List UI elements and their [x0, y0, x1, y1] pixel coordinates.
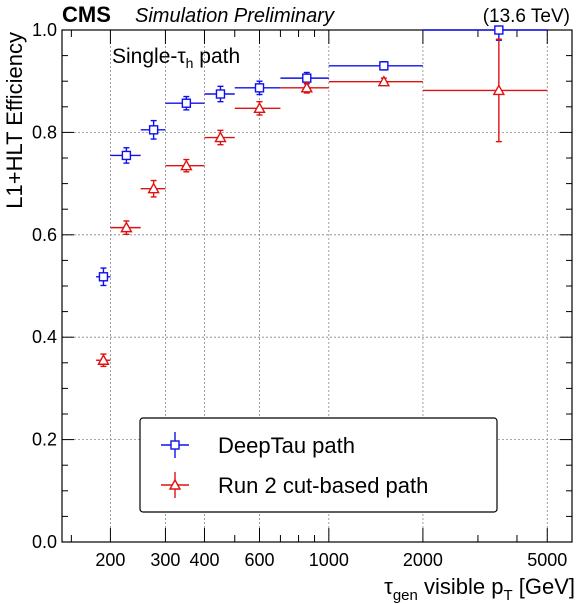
x-tick-label: 2000: [403, 550, 443, 570]
legend-symbol: [168, 478, 182, 490]
legend: DeepTau path Run 2 cut-based path: [139, 417, 498, 513]
x-tick-label: 200: [95, 550, 125, 570]
legend-deeptau-label: DeepTau path: [218, 433, 355, 458]
square-marker: [98, 272, 109, 282]
axis-ticks: 0.0 0.2 0.4 0.6 0.8 1.0 200 300 400 600 1000 2000 50…: [32, 20, 572, 570]
x-axis-label: τgen visible pT [GeV]: [384, 574, 575, 604]
legend-marker-deeptau: [161, 432, 189, 458]
square-marker: [254, 83, 265, 93]
triangle-marker: [377, 75, 391, 87]
legend-run2-label: Run 2 cut-based path: [218, 473, 428, 498]
simulation-status: Simulation Preliminary: [135, 5, 335, 27]
square-marker: [215, 89, 226, 99]
triangle-marker: [492, 83, 506, 96]
series-run2-cut-based: [96, 38, 548, 368]
y-tick-label: 1.0: [32, 20, 57, 40]
triangle-marker: [147, 182, 160, 194]
cms-label: CMS: [62, 2, 111, 27]
energy-label: (13.6 TeV): [483, 6, 570, 27]
data-points: [96, 25, 548, 368]
x-tick-label: 400: [189, 550, 219, 570]
y-tick-label: 0.6: [32, 225, 57, 245]
x-tick-label: 600: [244, 550, 274, 570]
triangle-marker: [97, 353, 110, 365]
x-tick-label: 1000: [309, 550, 349, 570]
y-tick-label: 0.0: [32, 532, 57, 552]
square-marker: [302, 73, 312, 83]
square-marker: [121, 150, 132, 161]
square-marker: [181, 98, 192, 108]
y-tick-label: 0.4: [32, 327, 57, 347]
y-tick-label: 0.2: [32, 430, 57, 450]
path-annotation: Single-τh path: [112, 45, 240, 71]
y-axis-label: L1+HLT Efficiency: [2, 32, 27, 209]
triangle-marker: [253, 101, 266, 114]
legend-markers: [161, 432, 189, 498]
triangle-marker: [300, 81, 313, 93]
square-marker: [379, 61, 389, 71]
triangle-marker: [120, 221, 133, 233]
square-marker: [494, 25, 504, 35]
x-tick-label: 300: [150, 550, 180, 570]
y-tick-label: 0.8: [32, 122, 57, 142]
legend-marker-run2: [161, 472, 189, 498]
legend-box: [139, 417, 498, 513]
legend-symbol: [170, 440, 180, 450]
grid: [62, 30, 572, 542]
triangle-marker: [214, 131, 227, 143]
triangle-marker: [180, 159, 193, 171]
square-marker: [148, 125, 159, 135]
x-tick-label: 5000: [527, 550, 567, 570]
